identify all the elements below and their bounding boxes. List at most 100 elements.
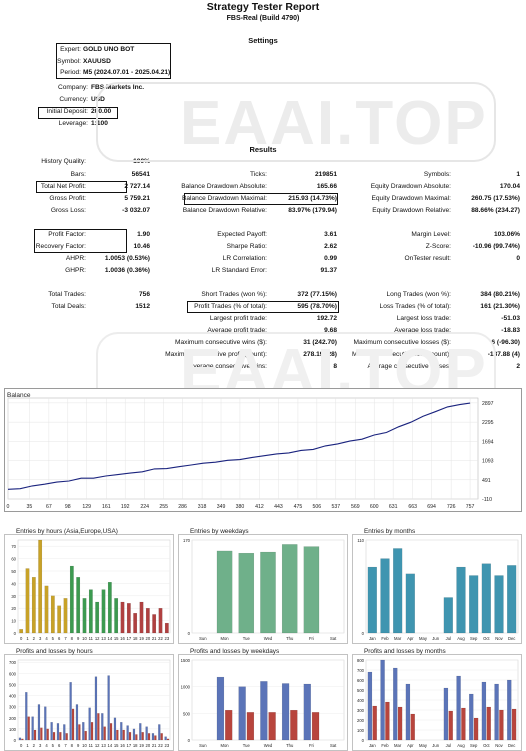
field-label: Balance Drawdown Maximal: <box>181 195 267 202</box>
loss-bar <box>21 738 24 741</box>
loss-bar <box>268 712 276 741</box>
x-tick-label: Feb <box>381 743 389 748</box>
x-tick-label: 35 <box>26 504 32 510</box>
x-tick-label: Mon <box>220 636 229 641</box>
x-tick-label: Nov <box>495 636 503 641</box>
x-tick-label: 15 <box>114 743 119 748</box>
bar <box>38 539 43 634</box>
loss-bar <box>65 733 68 741</box>
x-tick-label: 255 <box>159 504 168 510</box>
profit-bar <box>69 682 72 741</box>
y-tick-label: 0 <box>14 631 17 636</box>
x-tick-label: Wed <box>264 636 273 641</box>
x-tick-label: 23 <box>164 743 169 748</box>
x-tick-label: 443 <box>274 504 283 510</box>
watermark <box>96 82 496 162</box>
balance-line <box>7 402 471 490</box>
field-value: 1 <box>516 171 520 178</box>
bar <box>469 575 479 634</box>
y-tick-label: 700 <box>9 660 17 665</box>
field-value: 170.04 <box>499 183 520 190</box>
field-label: Maximum consecutive losses ($): <box>353 339 451 346</box>
bar <box>281 544 298 634</box>
field-label: GHPR: <box>65 267 86 274</box>
y-tick-label: 1093 <box>482 459 494 465</box>
bar <box>19 629 24 634</box>
x-tick-label: 14 <box>107 636 112 641</box>
bar <box>303 546 320 634</box>
bar <box>114 598 119 634</box>
x-tick-label: Aug <box>457 743 465 748</box>
field-value: GOLD UNO BOT <box>83 46 135 53</box>
profit-bar <box>120 722 123 741</box>
profit-bar <box>94 676 98 741</box>
field-label: Equity Drawdown Relative: <box>372 207 451 214</box>
bar <box>238 552 255 634</box>
x-tick-label: 11 <box>89 636 94 641</box>
x-tick-label: 475 <box>294 504 303 510</box>
field-label: Margin Level: <box>411 231 451 238</box>
x-tick-label: 4 <box>45 743 48 748</box>
loss-bar <box>128 732 132 741</box>
x-tick-label: 7 <box>64 743 67 748</box>
bar <box>88 589 93 634</box>
watermark-text: EAAI.TOP <box>180 89 488 158</box>
x-tick-label: 10 <box>82 636 87 641</box>
x-tick-label: 22 <box>158 636 163 641</box>
bar <box>133 613 138 634</box>
bar <box>57 605 62 634</box>
profit-bar <box>107 675 110 741</box>
bar <box>107 582 112 634</box>
field-label: Z-Score: <box>425 243 451 250</box>
field-value: -3 032.07 <box>122 207 150 214</box>
x-tick-label: 20 <box>145 743 150 748</box>
field-label: Bars: <box>70 171 86 178</box>
bar <box>95 601 100 634</box>
y-tick-label: 2295 <box>482 420 494 426</box>
y-tick-label: 400 <box>9 694 17 699</box>
y-tick-label: 0 <box>362 631 365 636</box>
profit-bar <box>132 728 136 741</box>
chart-title: Entries by weekdays <box>190 528 249 535</box>
profit-bar <box>56 723 60 741</box>
loss-bar <box>84 730 87 741</box>
chart-title: Entries by hours (Asia,Europe,USA) <box>16 528 118 535</box>
profit-bar <box>31 716 34 741</box>
profit-bar <box>18 737 22 741</box>
y-tick-label: 300 <box>357 708 365 713</box>
x-tick-label: 569 <box>351 504 360 510</box>
bar <box>367 566 377 634</box>
field-value: 88.66% (234.27) <box>471 207 520 214</box>
y-tick-label: 100 <box>357 728 365 733</box>
field-label: LR Standard Error: <box>211 267 267 274</box>
x-tick-label: 9 <box>77 636 80 641</box>
x-tick-label: 663 <box>408 504 417 510</box>
field-label: Equity Drawdown Absolute: <box>370 183 451 190</box>
profit-bar <box>494 683 499 741</box>
loss-bar <box>103 726 106 741</box>
field-label: Symbol: <box>57 58 81 65</box>
profit-bar <box>405 683 411 741</box>
x-tick-label: 12 <box>95 743 100 748</box>
x-tick-label: 6 <box>58 636 61 641</box>
field-value: 10.46 <box>133 243 150 250</box>
settings-heading: Settings <box>248 36 278 45</box>
field-value: 200.00 <box>91 108 112 115</box>
y-tick-label: 30 <box>11 594 16 599</box>
bar <box>481 563 491 634</box>
y-tick-label: 300 <box>9 705 17 710</box>
profit-trades-box <box>187 301 339 313</box>
field-label: Gross Profit: <box>49 195 86 202</box>
y-tick-label: 110 <box>357 538 364 543</box>
bar <box>31 577 36 634</box>
x-tick-label: May <box>419 743 428 748</box>
loss-bar <box>397 706 403 741</box>
profit-bar <box>380 659 385 741</box>
x-tick-label: Sun <box>199 636 207 641</box>
y-tick-label: 500 <box>9 682 17 687</box>
bar <box>44 585 49 634</box>
field-label: Maximum consecutive wins ($): <box>175 339 267 346</box>
field-value: 2.62 <box>324 243 337 250</box>
loss-bar <box>410 713 415 741</box>
chart-title: Profits and losses by weekdays <box>190 648 279 655</box>
